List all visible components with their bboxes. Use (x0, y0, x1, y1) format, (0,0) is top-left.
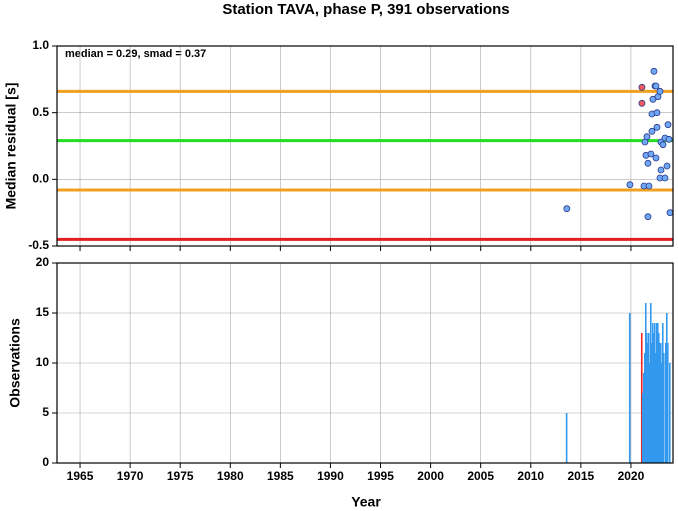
bar (655, 323, 658, 463)
bar (643, 353, 646, 463)
bar (650, 343, 653, 463)
x-tick-label: 1995 (367, 469, 394, 483)
x-tick-label: 2015 (567, 469, 594, 483)
plot-frame (56, 45, 674, 247)
point (652, 154, 660, 162)
point (664, 121, 672, 129)
y-tick-label: 0.5 (32, 105, 49, 119)
point (659, 141, 667, 149)
x-axis-label: Year (351, 494, 381, 510)
x-tick-label: 1980 (217, 469, 244, 483)
bar (642, 373, 645, 463)
bar (660, 363, 663, 463)
point (638, 99, 646, 107)
bar (668, 363, 671, 463)
point (661, 174, 669, 182)
bar (647, 333, 650, 463)
point (626, 181, 634, 189)
point (656, 87, 664, 95)
bar (644, 303, 647, 463)
bar (652, 333, 655, 463)
bar (646, 343, 649, 463)
x-tick-label: 2005 (467, 469, 494, 483)
bar (656, 323, 659, 463)
x-tick-label: 1990 (317, 469, 344, 483)
plot-frame (56, 262, 674, 464)
bar (661, 323, 664, 463)
y-tick-label: 0.0 (32, 172, 49, 186)
point (644, 159, 652, 167)
annotation: median = 0.29, smad = 0.37 (65, 48, 206, 60)
point (644, 213, 652, 221)
y-tick-label: 0 (42, 455, 49, 469)
bar (653, 323, 656, 463)
bar (640, 333, 643, 463)
y-tick-label: 20 (36, 255, 50, 269)
y-axis-label: Median residual [s] (3, 83, 19, 210)
point (657, 166, 665, 174)
y-tick-label: -0.5 (28, 238, 49, 252)
point (665, 135, 673, 143)
x-tick-label: 2010 (517, 469, 544, 483)
point (652, 82, 660, 90)
bar (649, 303, 652, 463)
bar (666, 343, 669, 463)
bar (665, 313, 668, 463)
bar (645, 333, 648, 463)
bar (654, 353, 657, 463)
y-tick-label: 10 (36, 355, 50, 369)
point (647, 150, 655, 158)
bar (657, 333, 660, 463)
point (666, 209, 674, 217)
bar (662, 353, 665, 463)
point (650, 67, 658, 75)
x-tick-label: 1965 (67, 469, 94, 483)
bar (664, 343, 667, 463)
point (643, 133, 651, 141)
chart-title: Station TAVA, phase P, 391 observations (222, 1, 509, 18)
y-tick-label: 1.0 (32, 38, 49, 52)
bar (651, 323, 654, 463)
point (645, 182, 653, 190)
y-tick-label: 15 (36, 305, 50, 319)
x-tick-label: 1975 (167, 469, 194, 483)
y-tick-label: 5 (42, 405, 49, 419)
x-tick-label: 1985 (267, 469, 294, 483)
point (653, 109, 661, 117)
bar (658, 343, 661, 463)
bar (641, 393, 644, 463)
point (663, 162, 671, 170)
bar (565, 413, 568, 463)
x-tick-label: 2000 (417, 469, 444, 483)
x-tick-label: 2020 (618, 469, 645, 483)
bar (659, 343, 662, 463)
bar (628, 313, 631, 463)
point (563, 205, 571, 213)
point (653, 123, 661, 131)
y-axis-label: Observations (7, 318, 23, 408)
bar (648, 363, 651, 463)
point (638, 83, 646, 91)
x-tick-label: 1970 (117, 469, 144, 483)
point (648, 127, 656, 135)
